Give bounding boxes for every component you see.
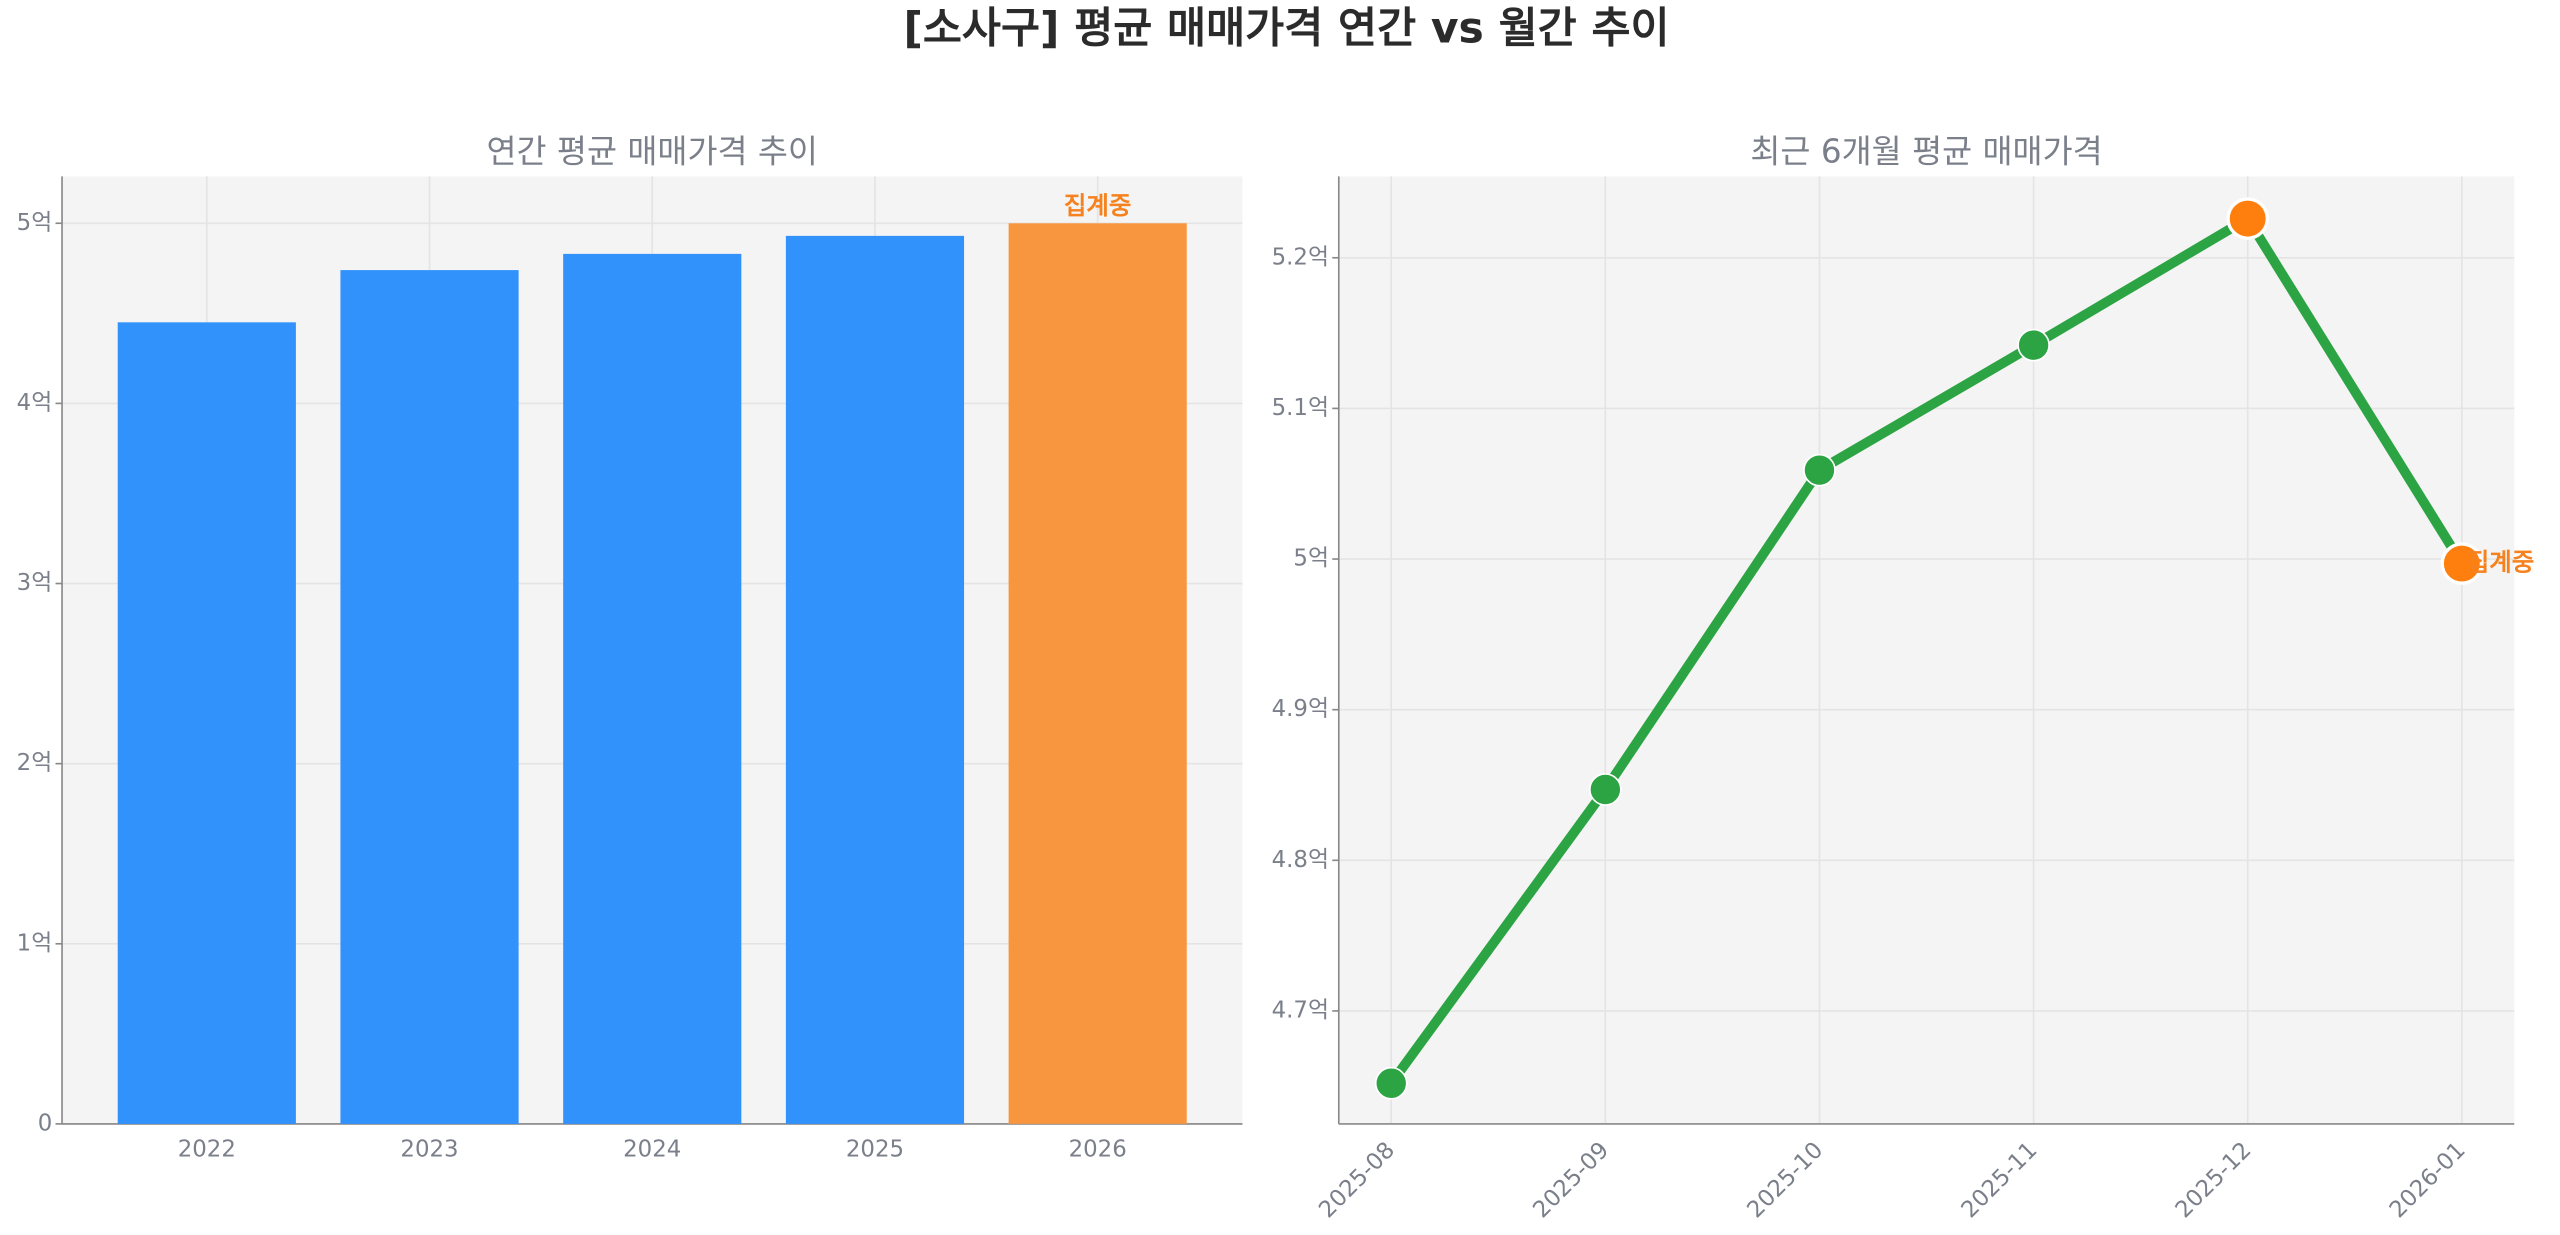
x-tick-label: 2026-01 — [2385, 1137, 2471, 1223]
y-tick-label: 4.7억 — [1272, 997, 1329, 1023]
x-tick-label: 2025-11 — [1957, 1137, 2043, 1223]
y-tick-label: 5억 — [17, 210, 53, 236]
x-tick-label: 2025-09 — [1528, 1137, 1614, 1223]
point — [2440, 542, 2484, 585]
y-tick-label: 5억 — [1293, 546, 1329, 572]
y-tick-label: 2억 — [17, 750, 53, 776]
point — [2226, 197, 2269, 240]
line — [1387, 213, 2466, 1087]
x-tick-label: 2025-12 — [2171, 1137, 2257, 1223]
figure-title: [소사구] 평균 매매가격 연간 vs 월간 추이 — [904, 5, 1670, 54]
annotation: 집계중 — [2467, 548, 2535, 577]
y-tick-label: 0 — [38, 1110, 53, 1136]
subplot-title: 최근 6개월 평균 매매가격 — [1750, 133, 2102, 171]
bar — [785, 235, 965, 1124]
point — [1374, 1066, 1408, 1100]
y-tick-label: 1억 — [17, 930, 53, 956]
y-tick-label: 4.8억 — [1272, 847, 1329, 873]
y-tick-label: 4억 — [17, 390, 53, 416]
subplot-title: 연간 평균 매매가격 추이 — [486, 133, 817, 171]
bar — [117, 322, 296, 1124]
bar — [563, 253, 742, 1124]
annotation: 집계중 — [1064, 191, 1132, 220]
x-tick-label: 2024 — [623, 1137, 681, 1163]
y-tick-label: 5.2억 — [1272, 244, 1329, 270]
y-tick-label: 4.9억 — [1272, 696, 1329, 722]
x-tick-label: 2025-08 — [1314, 1137, 1400, 1223]
point — [1589, 773, 1622, 806]
x-tick-label: 2026 — [1069, 1137, 1127, 1163]
bar — [340, 270, 519, 1124]
x-tick-label: 2022 — [178, 1137, 236, 1163]
point — [1803, 453, 1836, 487]
x-tick-label: 2025 — [846, 1137, 904, 1163]
plot-area — [1338, 176, 2515, 1124]
x-tick-label: 2025-10 — [1742, 1137, 1828, 1223]
bar — [1008, 223, 1187, 1124]
y-tick-label: 5.1억 — [1272, 395, 1329, 421]
y-tick-label: 3억 — [17, 570, 53, 596]
x-tick-label: 2023 — [400, 1137, 458, 1163]
point — [2017, 328, 2050, 362]
